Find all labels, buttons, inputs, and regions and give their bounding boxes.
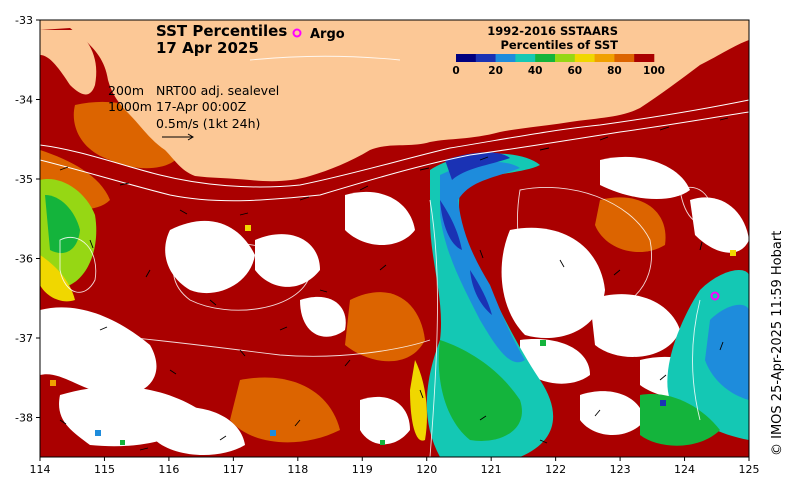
warm-patch bbox=[230, 377, 340, 443]
colorbar bbox=[456, 54, 655, 62]
land-cape bbox=[40, 30, 97, 95]
plot-frame bbox=[39, 19, 750, 458]
colorbar-tick-label: 40 bbox=[528, 65, 543, 77]
argo-label: Argo bbox=[310, 27, 345, 42]
current-vectors bbox=[59, 117, 729, 451]
colorbar-tick-label: 80 bbox=[607, 65, 622, 77]
colorbar-swatch bbox=[475, 54, 496, 62]
x-tick-label: 125 bbox=[739, 463, 760, 476]
colorbar-swatch bbox=[555, 54, 576, 62]
colorbar-swatch bbox=[515, 54, 536, 62]
colorbar-swatch bbox=[495, 54, 516, 62]
map-title-line2: 17 Apr 2025 bbox=[156, 39, 259, 57]
colorbar-swatch bbox=[594, 54, 615, 62]
east-blue-core bbox=[705, 304, 749, 400]
yellow-band bbox=[410, 360, 427, 441]
x-tick-label: 119 bbox=[352, 463, 373, 476]
colorbar-swatch bbox=[634, 54, 655, 62]
depth-1000-label: 1000m bbox=[108, 99, 152, 114]
y-tick-label: -33 bbox=[15, 14, 33, 27]
west-yellow bbox=[40, 255, 75, 302]
x-axis: 114 115 116 117 118 119 120 121 122 123 124 125 bbox=[30, 457, 760, 476]
credit-text: © IMOS 25-Apr-2025 11:59 Hobart bbox=[770, 231, 785, 456]
x-tick-label: 118 bbox=[287, 463, 308, 476]
x-tick-label: 115 bbox=[94, 463, 115, 476]
x-tick-label: 120 bbox=[416, 463, 437, 476]
time-label: 17-Apr 00:00Z bbox=[156, 99, 246, 114]
colorbar-swatch bbox=[574, 54, 595, 62]
cloud-mask bbox=[40, 156, 749, 456]
y-axis: -33 -34 -35 -36 -37 -38 bbox=[15, 14, 40, 425]
colorbar-ticks: 0 20 40 60 80 100 bbox=[452, 65, 665, 77]
argo-marker-icon bbox=[292, 28, 302, 38]
colorbar-swatch bbox=[456, 54, 477, 62]
colorbar-tick-label: 100 bbox=[643, 65, 665, 77]
colorbar-tick-label: 60 bbox=[567, 65, 582, 77]
legend-title-line1: 1992-2016 SSTAARS bbox=[487, 24, 618, 38]
velocity-scale-arrow-icon bbox=[162, 133, 194, 141]
west-green-core bbox=[45, 195, 80, 254]
sealevel-contours bbox=[40, 55, 713, 457]
east-green-band bbox=[640, 394, 720, 446]
sealevel-label: NRT00 adj. sealevel bbox=[156, 83, 279, 98]
cool-current-core bbox=[440, 161, 525, 363]
y-tick-label: -35 bbox=[15, 173, 33, 186]
y-tick-label: -37 bbox=[15, 332, 33, 345]
warm-patch bbox=[345, 292, 425, 362]
x-tick-label: 123 bbox=[610, 463, 631, 476]
colorbar-swatch bbox=[535, 54, 556, 62]
cool-current-deep bbox=[440, 152, 510, 315]
colorbar-tick-label: 0 bbox=[452, 65, 459, 77]
y-tick-label: -36 bbox=[15, 253, 33, 266]
argo-float-icon bbox=[710, 291, 720, 301]
map-title-line1: SST Percentiles bbox=[156, 22, 287, 40]
y-tick-label: -38 bbox=[15, 412, 33, 425]
velocity-scale-label: 0.5m/s (1kt 24h) bbox=[156, 116, 260, 131]
x-tick-label: 122 bbox=[545, 463, 566, 476]
y-tick-label: -34 bbox=[15, 94, 33, 107]
green-band bbox=[438, 340, 522, 441]
speckle-pixels bbox=[50, 225, 736, 445]
depth-200-label: 200m bbox=[108, 83, 144, 98]
x-tick-label: 114 bbox=[30, 463, 51, 476]
colorbar-tick-label: 20 bbox=[488, 65, 503, 77]
bathymetry-contours bbox=[40, 99, 749, 202]
x-tick-label: 121 bbox=[481, 463, 502, 476]
x-tick-label: 117 bbox=[223, 463, 244, 476]
warm-patch bbox=[595, 197, 666, 253]
x-tick-label: 124 bbox=[674, 463, 695, 476]
x-tick-label: 116 bbox=[158, 463, 179, 476]
legend-title-line2: Percentiles of SST bbox=[500, 38, 618, 52]
map-area bbox=[40, 20, 749, 457]
colorbar-swatch bbox=[614, 54, 635, 62]
